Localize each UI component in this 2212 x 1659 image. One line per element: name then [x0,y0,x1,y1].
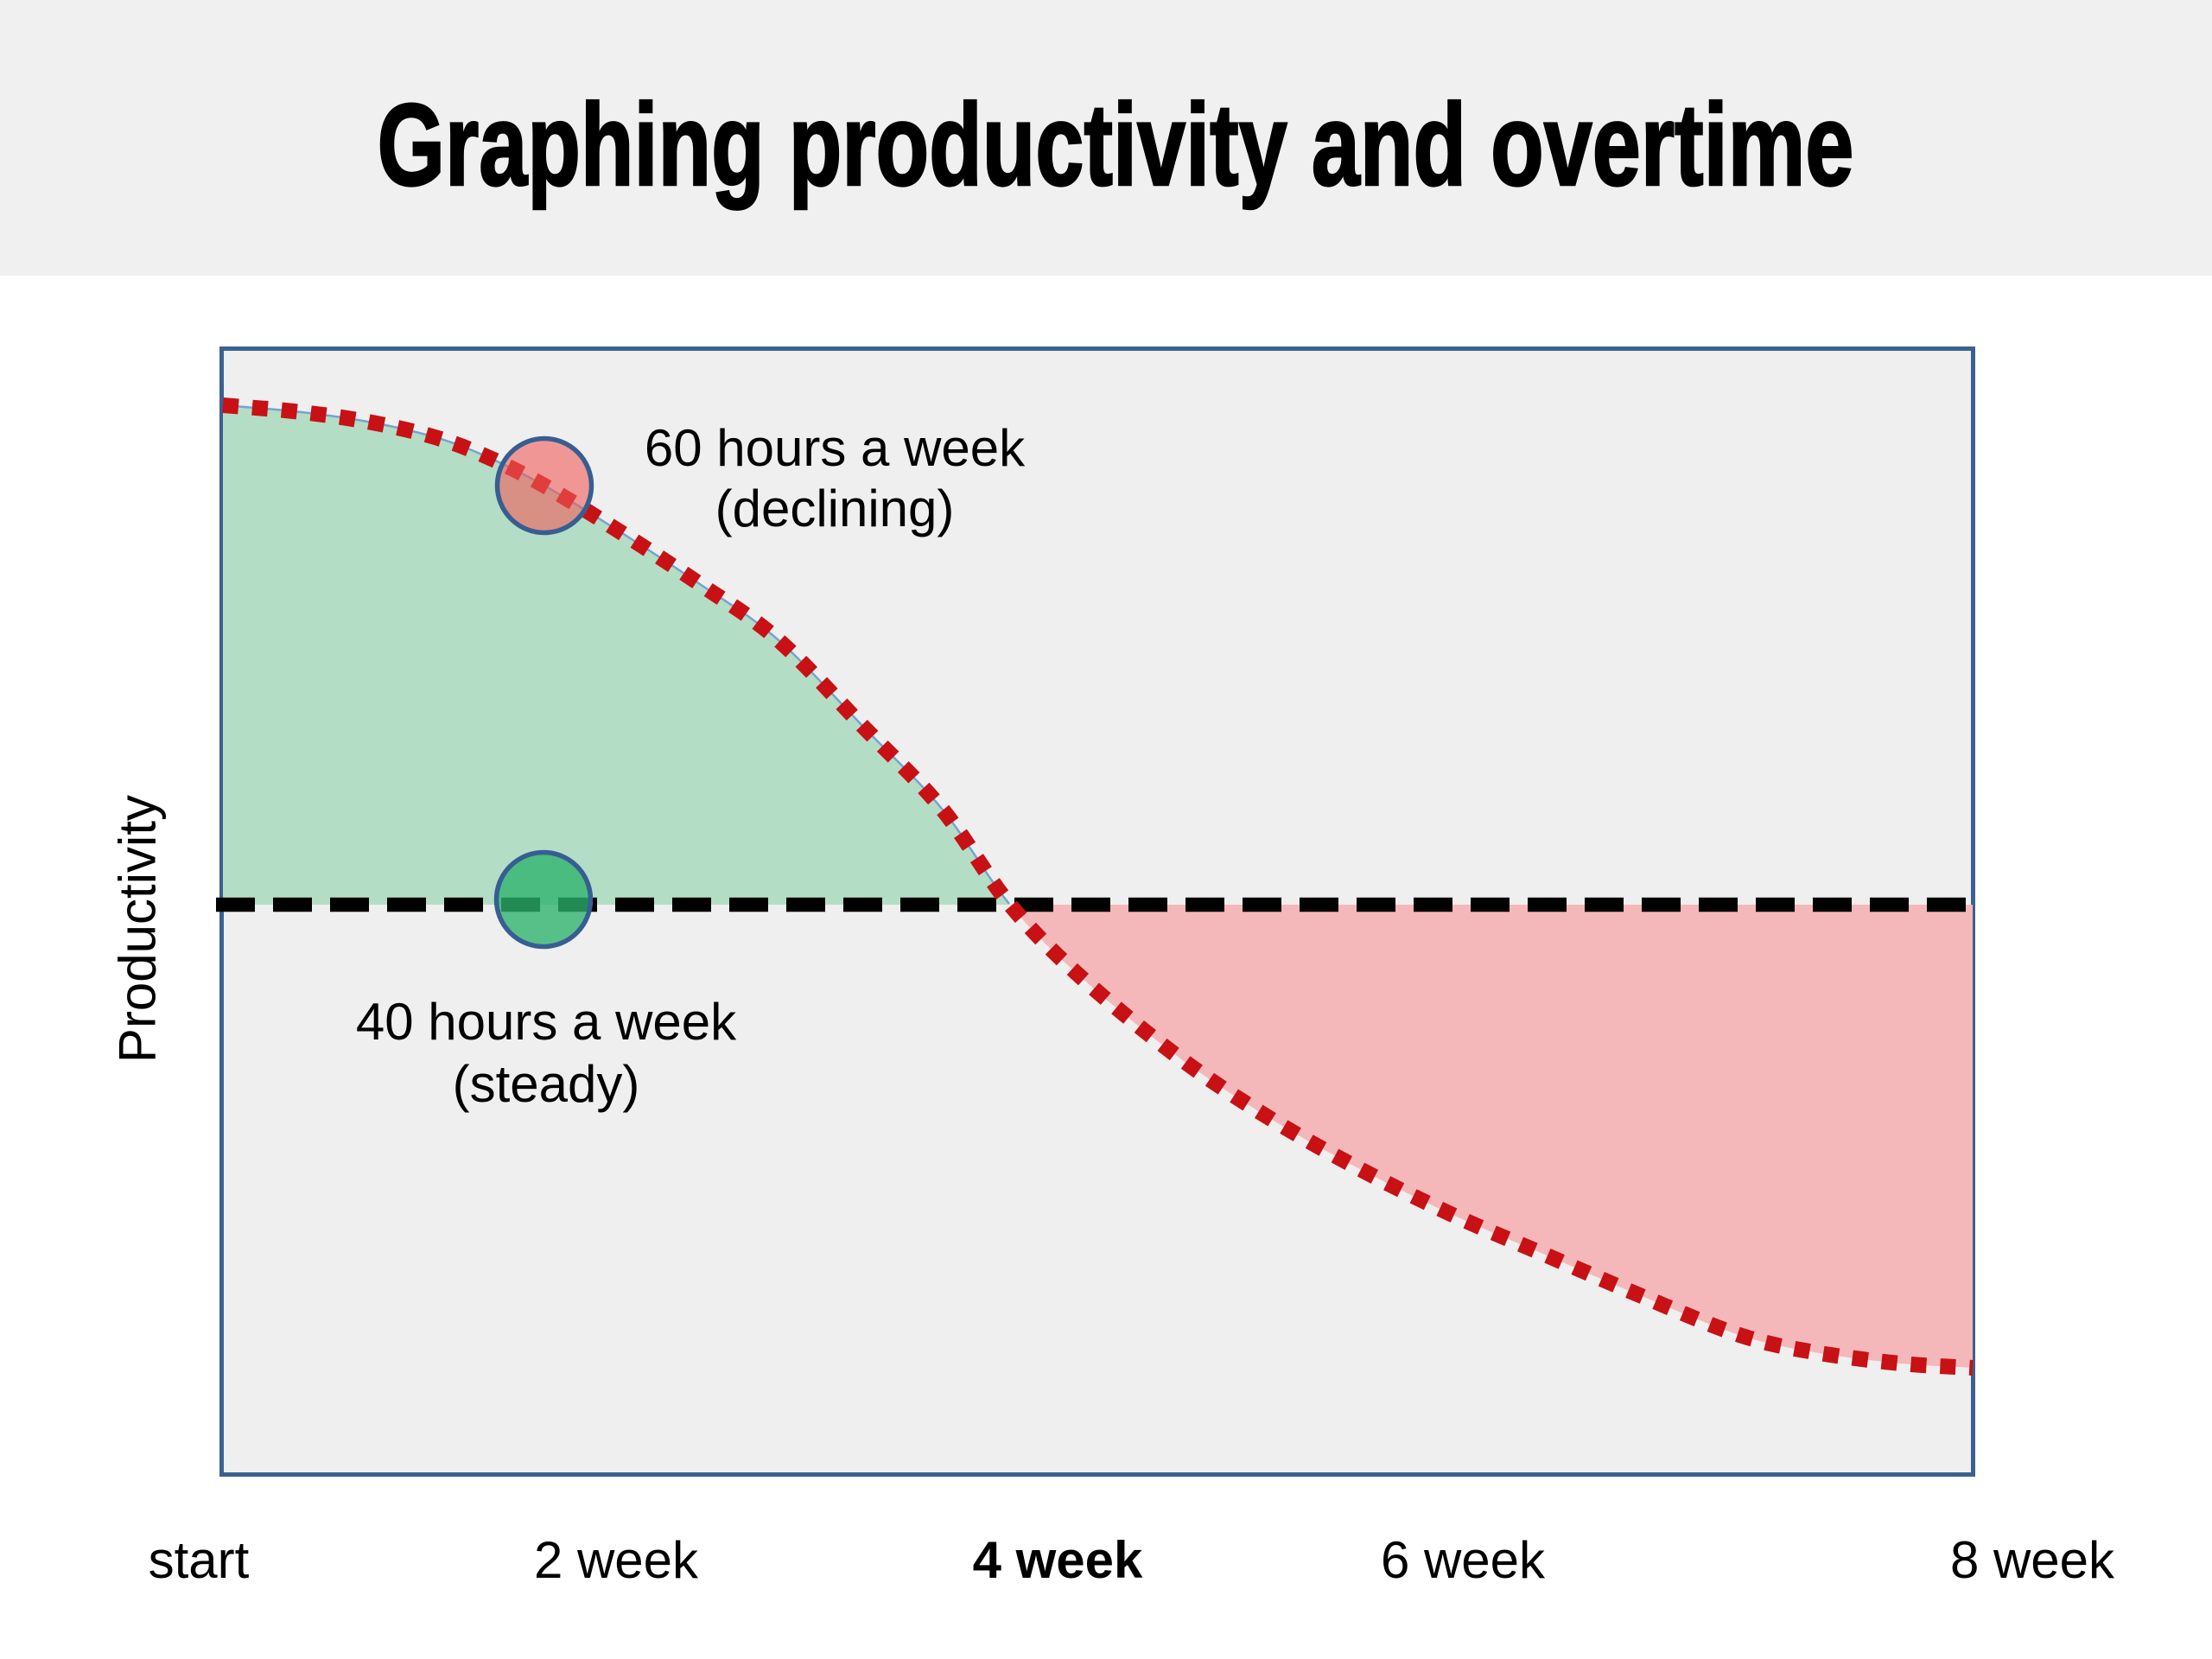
svg-text:Productivity: Productivity [109,795,167,1063]
svg-text:8 week: 8 week [1950,1531,2115,1589]
svg-text:2 week: 2 week [534,1531,699,1589]
svg-text:(steady): (steady) [453,1055,640,1113]
svg-text:4 week: 4 week [973,1531,1143,1589]
svg-text:start: start [149,1531,250,1589]
svg-text:6 week: 6 week [1381,1531,1546,1589]
svg-text:(declining): (declining) [715,480,955,537]
svg-text:60 hours a week: 60 hours a week [645,419,1026,477]
svg-text:Graphing productivity and over: Graphing productivity and overtime [378,80,1854,211]
svg-text:40 hours a week: 40 hours a week [356,993,737,1051]
